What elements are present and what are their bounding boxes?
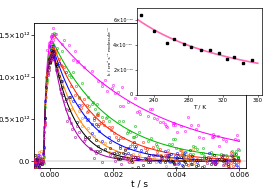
Y-axis label: k / cm³ s⁻¹ molecule⁻¹: k / cm³ s⁻¹ molecule⁻¹: [108, 27, 112, 75]
X-axis label: T / K: T / K: [193, 104, 206, 109]
X-axis label: t / s: t / s: [131, 180, 149, 189]
